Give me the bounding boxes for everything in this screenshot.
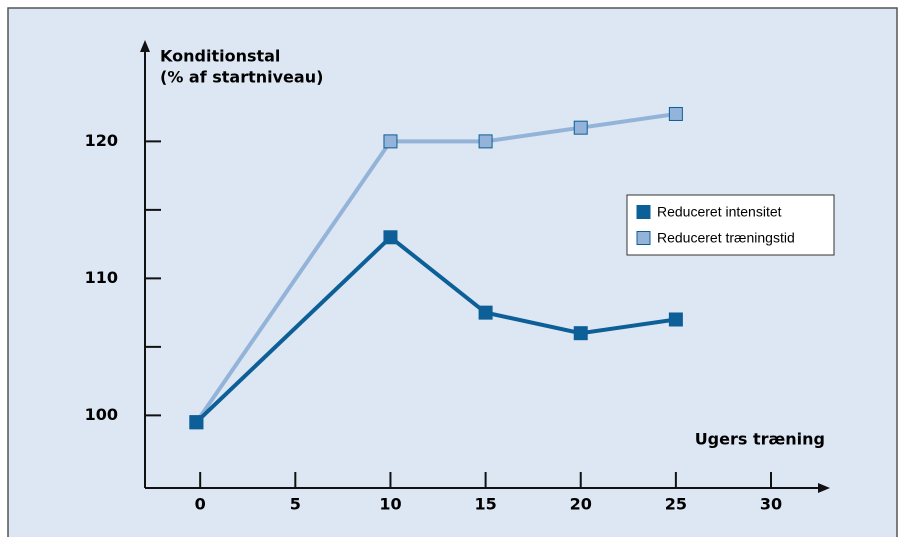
y-axis-label: (% af startniveau) — [160, 68, 323, 87]
legend-label: Reduceret træningstid — [657, 230, 795, 246]
legend-swatch — [636, 231, 651, 245]
data-point — [573, 326, 588, 341]
y-tick-label: 120 — [85, 131, 118, 150]
legend — [626, 194, 835, 256]
data-point — [189, 415, 204, 430]
y-axis-arrow — [140, 40, 150, 52]
y-tick-label: 110 — [85, 268, 118, 287]
x-tick-label: 10 — [379, 495, 401, 514]
data-point — [478, 134, 493, 149]
data-point — [383, 134, 398, 149]
x-tick-label: 15 — [474, 495, 496, 514]
y-tick-label: 100 — [85, 405, 118, 424]
legend-swatch — [636, 205, 651, 219]
x-axis-arrow — [818, 483, 830, 493]
x-tick-label: 5 — [290, 495, 301, 514]
x-tick-label: 25 — [665, 495, 687, 514]
x-tick-label: 20 — [570, 495, 592, 514]
data-point — [668, 106, 683, 121]
legend-label: Reduceret intensitet — [657, 204, 782, 220]
panel — [7, 7, 898, 541]
data-point — [668, 312, 683, 327]
x-axis-label: Ugers træning — [695, 430, 825, 449]
x-tick-label: 30 — [760, 495, 782, 514]
data-point — [383, 230, 398, 245]
data-point — [573, 120, 588, 135]
data-point — [478, 305, 493, 320]
x-tick-label: 0 — [195, 495, 206, 514]
y-axis-label: Konditionstal — [160, 47, 280, 66]
